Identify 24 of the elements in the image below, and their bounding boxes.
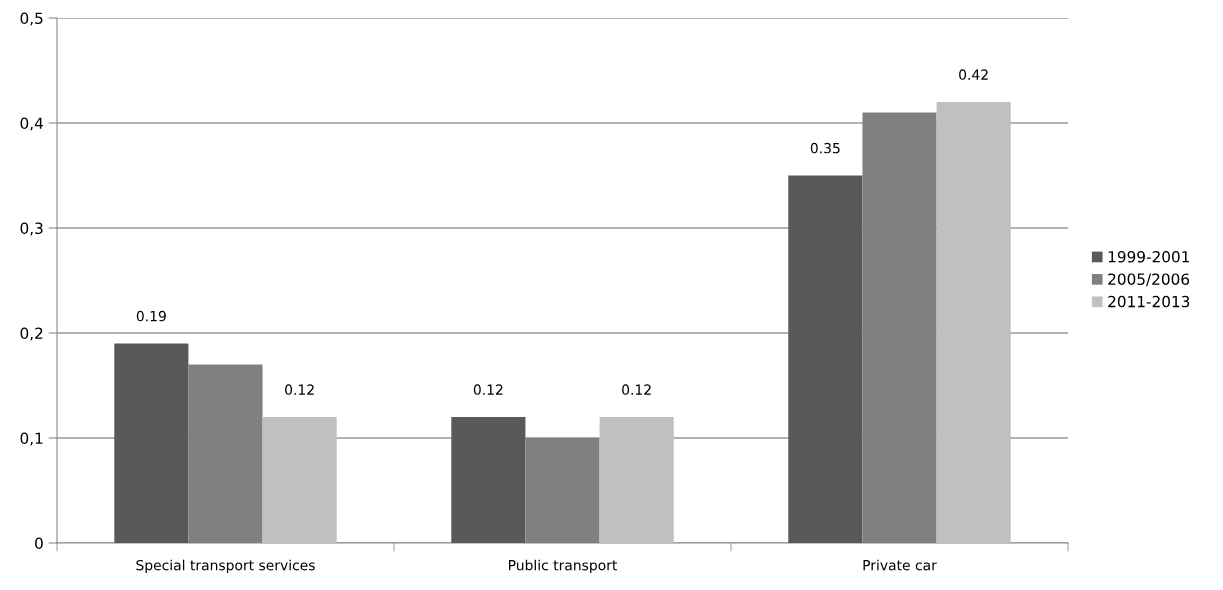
data-label: 0.42	[959, 69, 988, 80]
y-tick-label: 0,2	[20, 327, 43, 341]
y-tick-label: 0	[35, 537, 43, 550]
x-tick-label: Private car	[863, 559, 937, 571]
bar	[788, 175, 863, 543]
legend-label: 1999-2001	[1108, 250, 1189, 263]
x-tick-label: Public transport	[509, 559, 618, 574]
y-tick-label: 0,5	[20, 12, 43, 26]
x-tick-label: Special transport services	[136, 559, 315, 574]
data-label: 0.12	[622, 384, 651, 395]
bar	[262, 417, 337, 543]
bar	[599, 417, 674, 543]
data-label: 0.35	[810, 142, 840, 154]
y-tick-label: 0,1	[20, 432, 43, 446]
data-label: 0.12	[473, 384, 503, 395]
bar	[936, 102, 1011, 543]
bar	[451, 417, 526, 543]
data-label: 0.12	[285, 384, 314, 395]
data-label: 0.19	[136, 310, 166, 322]
bar	[114, 343, 189, 543]
legend-label: 2011-2013	[1108, 295, 1190, 308]
legend-label: 2005/2006	[1108, 273, 1190, 287]
y-tick-label: 0,4	[20, 117, 43, 131]
y-tick-label: 0,3	[20, 222, 43, 236]
